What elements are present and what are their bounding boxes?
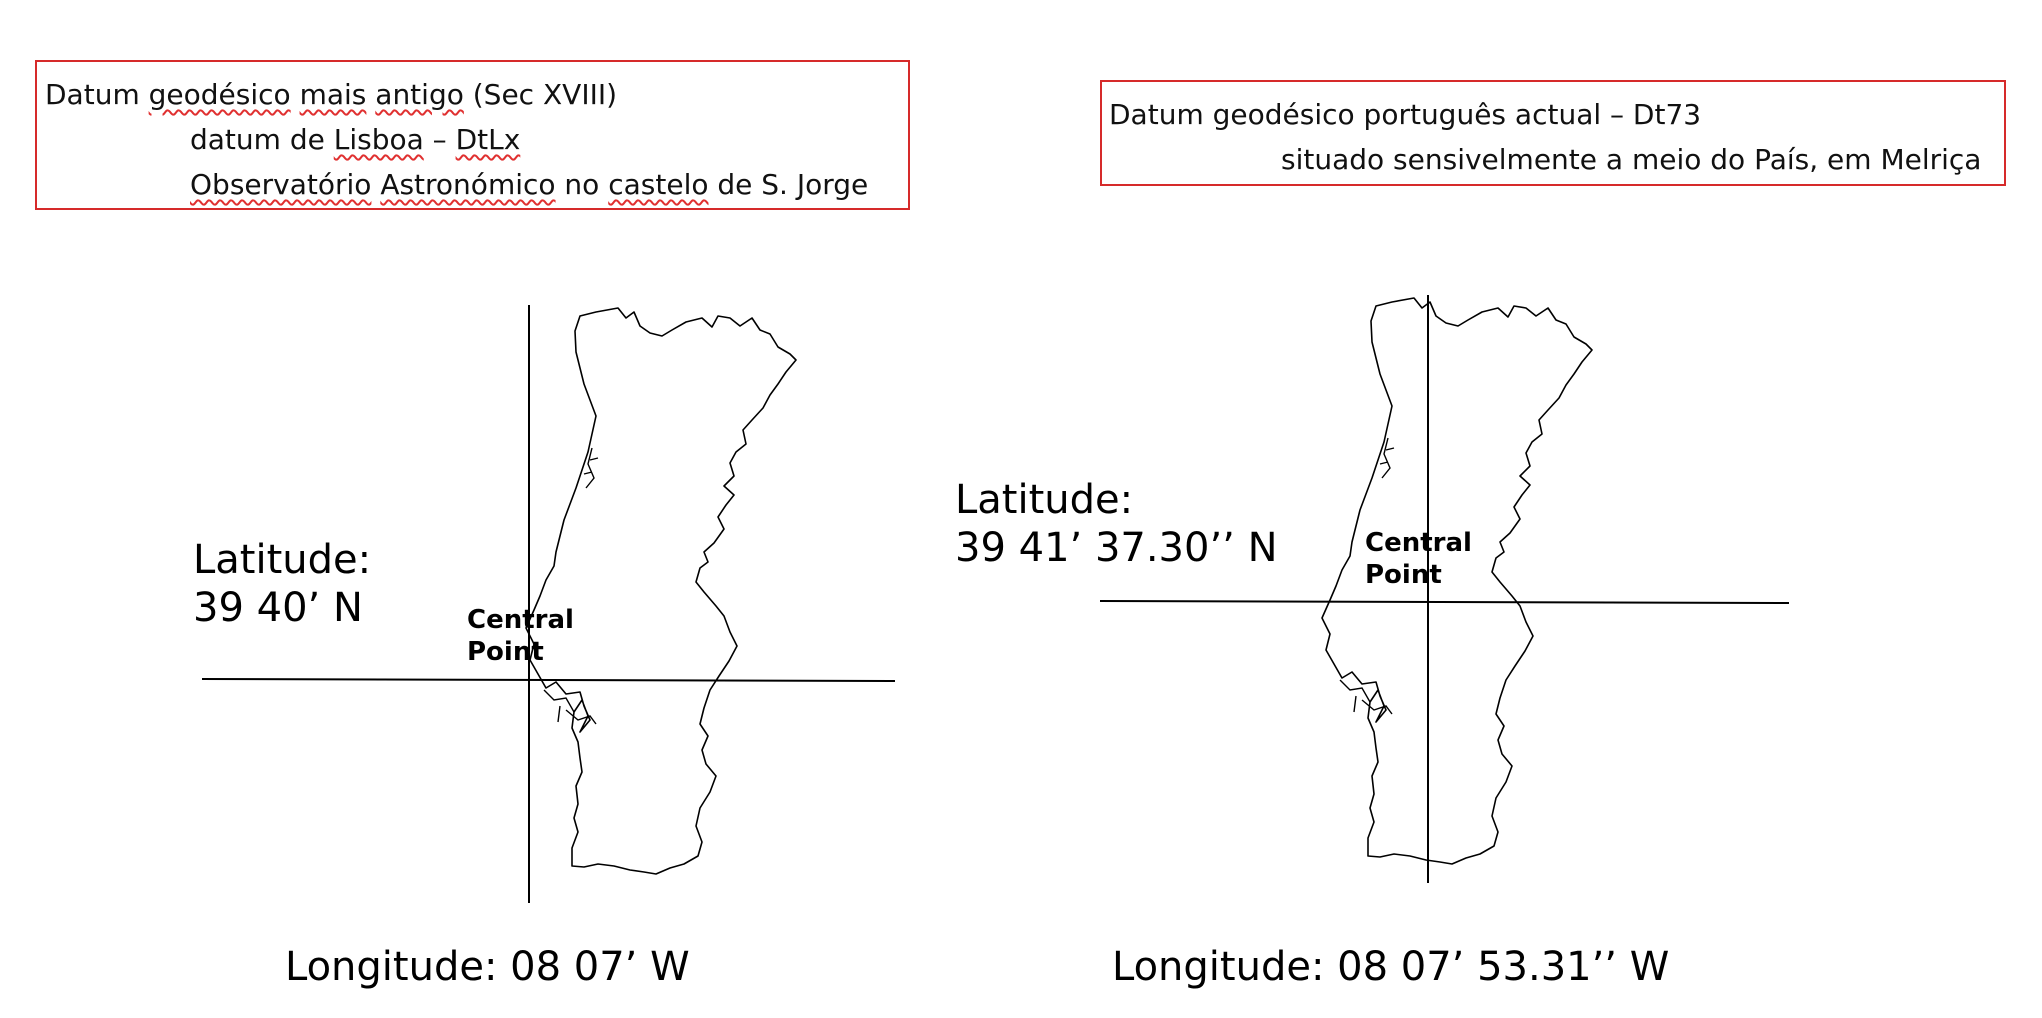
right-latitude-label: Latitude: 39 41’ 37.30’’ N xyxy=(955,476,1278,572)
left-central-point-label: Central Point xyxy=(467,604,574,668)
left-title-line-3: Observatório Astronómico no castelo de S… xyxy=(45,162,908,207)
left-datum-box: Datum geodésico mais antigo (Sec XVIII) … xyxy=(35,60,910,210)
left-portugal-map xyxy=(525,307,797,875)
left-title-line-1: Datum geodésico mais antigo (Sec XVIII) xyxy=(45,72,908,117)
right-title-line-1: Datum geodésico português actual – Dt73 xyxy=(1109,98,1702,131)
spellcheck-word: mais xyxy=(299,78,367,111)
spellcheck-word: Lisboa xyxy=(333,123,424,156)
text-run: datum de xyxy=(190,123,334,156)
right-central-point-label: Central Point xyxy=(1365,527,1472,591)
right-parallel-line xyxy=(1099,600,1790,604)
right-title-line-2: situado sensivelmente a meio do País, em… xyxy=(1281,143,1982,176)
central-point-line-2: Point xyxy=(1365,560,1442,590)
central-point-line-2: Point xyxy=(467,637,544,667)
text-run: de S. Jorge xyxy=(708,168,869,201)
left-latitude-label: Latitude: 39 40’ N xyxy=(193,536,371,632)
latitude-value: 39 40’ N xyxy=(193,585,363,631)
left-parallel-line xyxy=(201,678,896,682)
latitude-heading: Latitude: xyxy=(193,537,372,583)
text-run: no xyxy=(555,168,609,201)
text-run: (Sec XVIII) xyxy=(463,78,618,111)
spellcheck-word: castelo xyxy=(608,168,709,201)
spellcheck-word: geodésico xyxy=(148,78,291,111)
text-run: Datum xyxy=(45,78,149,111)
spellcheck-word: antigo xyxy=(375,78,464,111)
text-run: – xyxy=(423,123,456,156)
right-longitude-label: Longitude: 08 07’ 53.31’’ W xyxy=(1112,944,1670,990)
latitude-heading: Latitude: xyxy=(955,477,1134,523)
central-point-line-1: Central xyxy=(467,605,574,635)
left-longitude-label: Longitude: 08 07’ W xyxy=(285,944,690,990)
spellcheck-word: DtLx xyxy=(455,123,521,156)
central-point-line-1: Central xyxy=(1365,528,1472,558)
spellcheck-word: Astronómico xyxy=(380,168,556,201)
right-datum-box: Datum geodésico português actual – Dt73 … xyxy=(1100,80,2006,186)
left-title-line-2: datum de Lisboa – DtLx xyxy=(45,117,908,162)
spellcheck-word: Observatório xyxy=(190,168,372,201)
latitude-value: 39 41’ 37.30’’ N xyxy=(955,525,1278,571)
